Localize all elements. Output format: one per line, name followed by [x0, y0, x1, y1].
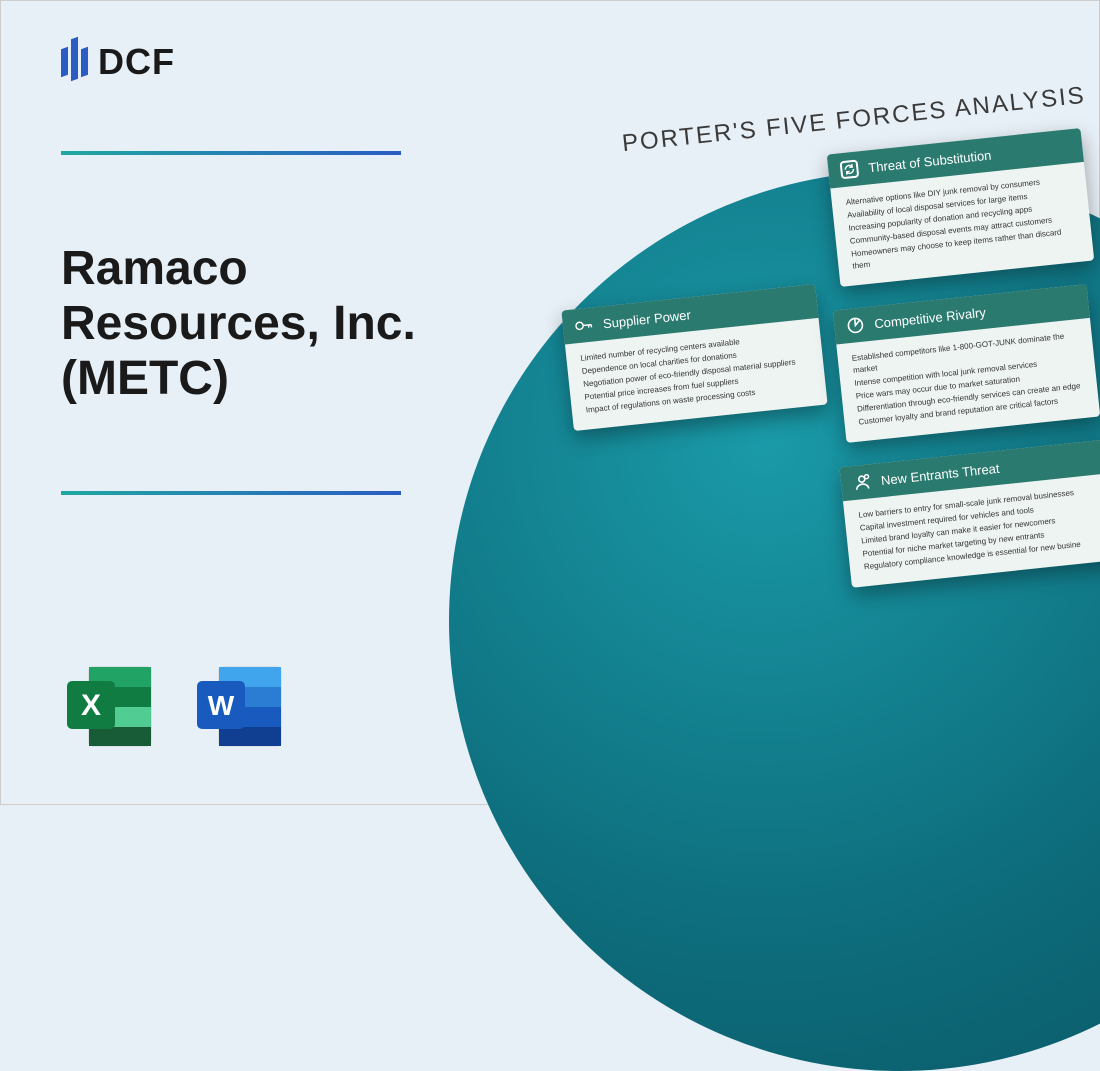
refresh-icon: [840, 160, 860, 180]
key-icon: [574, 315, 594, 335]
excel-icon: X: [61, 659, 161, 754]
card-title: Threat of Substitution: [868, 147, 992, 175]
pie-icon: [846, 316, 866, 336]
logo: DCF: [61, 41, 175, 83]
card-title: New Entrants Threat: [880, 460, 1000, 487]
svg-text:X: X: [81, 689, 101, 722]
app-icons-row: X W: [61, 659, 291, 754]
svg-text:W: W: [208, 690, 235, 721]
card-title: Supplier Power: [602, 307, 691, 331]
card-title: Competitive Rivalry: [874, 304, 987, 331]
card-rivalry: Competitive Rivalry Established competit…: [833, 284, 1100, 443]
word-icon: W: [191, 659, 291, 754]
logo-text: DCF: [98, 41, 175, 83]
card-substitution: Threat of Substitution Alternative optio…: [827, 128, 1095, 287]
divider-top: [61, 151, 401, 155]
user-add-icon: [852, 472, 872, 492]
logo-bars-icon: [61, 44, 88, 80]
page-title: Ramaco Resources, Inc. (METC): [61, 241, 461, 407]
divider-bottom: [61, 491, 401, 495]
